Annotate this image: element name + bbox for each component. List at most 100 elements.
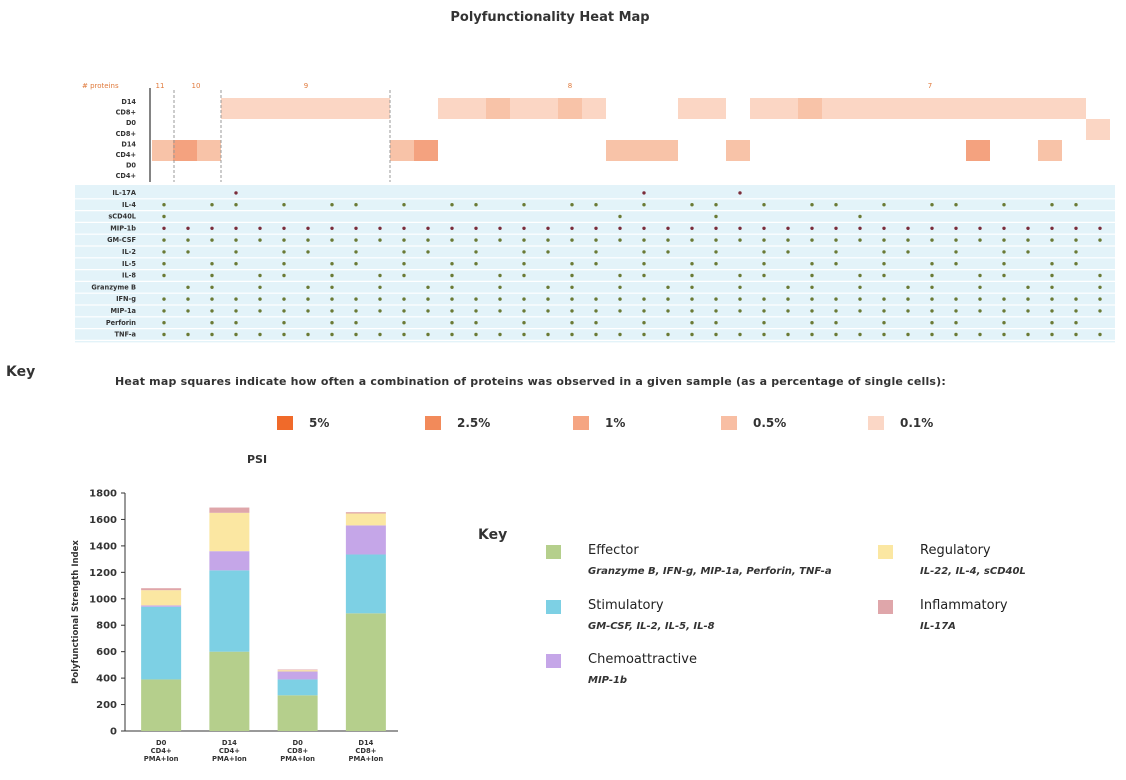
protein-dot [234, 226, 238, 230]
protein-dot [906, 309, 910, 313]
bar-segment-stimulatory [277, 679, 318, 696]
protein-dot [402, 309, 406, 313]
bar-segment-effector [277, 695, 318, 731]
protein-dot [618, 309, 622, 313]
protein-dot [1026, 250, 1030, 254]
protein-dot [426, 226, 430, 230]
protein-dot [546, 250, 550, 254]
protein-dot [930, 285, 934, 289]
protein-dot [618, 273, 622, 278]
protein-dot [570, 262, 574, 266]
protein-dot [234, 309, 238, 313]
protein-dot [714, 309, 718, 313]
protein-dot [282, 321, 286, 325]
protein-dot [546, 285, 550, 289]
protein-dot [1098, 309, 1102, 313]
protein-dot [522, 226, 526, 230]
protein-dot [714, 226, 718, 230]
protein-dot [1074, 297, 1078, 301]
protein-dot [786, 250, 790, 254]
protein-dot [834, 226, 838, 230]
protein-dot [354, 226, 358, 230]
protein-dot [810, 321, 814, 325]
protein-dot [426, 332, 430, 337]
protein-dot [450, 262, 454, 266]
protein-dot [474, 238, 478, 242]
protein-dot [930, 262, 934, 266]
protein-dot [786, 309, 790, 313]
heat-cell [606, 140, 678, 161]
heat-cell [486, 98, 510, 119]
category-members: GM-CSF, IL-2, IL-5, IL-8 [588, 621, 715, 632]
heat-legend-swatch [573, 416, 589, 430]
protein-dot [378, 285, 382, 289]
protein-dot [690, 262, 694, 266]
protein-dot [786, 285, 790, 289]
protein-dot [594, 203, 598, 207]
protein-dot [858, 238, 862, 242]
y-tick-label: 1000 [89, 594, 117, 605]
category-members: MIP-1b [588, 675, 628, 686]
protein-dot [1074, 238, 1078, 242]
protein-label: IL-2 [122, 248, 136, 256]
sample-label: D0 [126, 162, 136, 170]
protein-dot [810, 297, 814, 301]
heat-cell [173, 140, 197, 161]
protein-dot [354, 250, 358, 254]
protein-dot [834, 238, 838, 242]
bar-segment-regulatory [345, 513, 386, 526]
protein-dot [306, 297, 310, 301]
protein-dot [330, 332, 334, 337]
protein-dot [546, 332, 550, 337]
protein-dot [930, 297, 934, 301]
protein-dot [498, 226, 502, 230]
sample-label: D14 [121, 140, 136, 148]
heat-legend-label: 0.1% [900, 416, 934, 430]
protein-dot [738, 226, 742, 230]
protein-dot [570, 332, 574, 337]
protein-label: sCD40L [108, 213, 136, 221]
category-members: IL-17A [920, 621, 956, 632]
bar-segment-inflammatory [209, 507, 250, 513]
protein-dot [354, 309, 358, 313]
protein-dot [642, 321, 646, 325]
protein-dot [186, 250, 190, 254]
protein-dot [1002, 309, 1006, 313]
protein-dot [930, 309, 934, 313]
protein-dot [570, 297, 574, 301]
protein-dot [642, 226, 646, 230]
protein-dot [786, 332, 790, 337]
protein-dot [978, 238, 982, 242]
protein-dot [666, 250, 670, 254]
protein-dot [858, 332, 862, 337]
protein-dot [954, 262, 958, 266]
protein-label: MIP-1a [110, 307, 136, 315]
protein-dot [450, 332, 454, 337]
bar-segment-effector [345, 613, 386, 731]
protein-dot [378, 273, 382, 278]
protein-dot [162, 321, 166, 325]
y-tick-label: 600 [96, 647, 117, 658]
protein-dot [978, 273, 982, 278]
protein-dot [354, 203, 358, 207]
protein-dot [954, 321, 958, 325]
category-name: Chemoattractive [588, 652, 697, 667]
protein-dot [210, 297, 214, 301]
protein-dot [498, 297, 502, 301]
protein-dot [1074, 250, 1078, 254]
x-tick-label: PMA+Ion [280, 755, 315, 763]
protein-dot [258, 297, 262, 301]
protein-dot [762, 226, 766, 230]
sample-label: D0 [126, 119, 136, 127]
protein-dot [258, 226, 262, 230]
heat-legend-swatch [868, 416, 884, 430]
heat-legend-label: 0.5% [753, 416, 787, 430]
protein-count-group: 11 [156, 82, 165, 90]
protein-dot [522, 309, 526, 313]
bar-segment-chemoattractive [345, 525, 386, 555]
protein-dot [282, 332, 286, 337]
protein-dot [546, 297, 550, 301]
protein-dot [186, 309, 190, 313]
protein-dot [978, 332, 982, 337]
heat-legend-swatch [721, 416, 737, 430]
